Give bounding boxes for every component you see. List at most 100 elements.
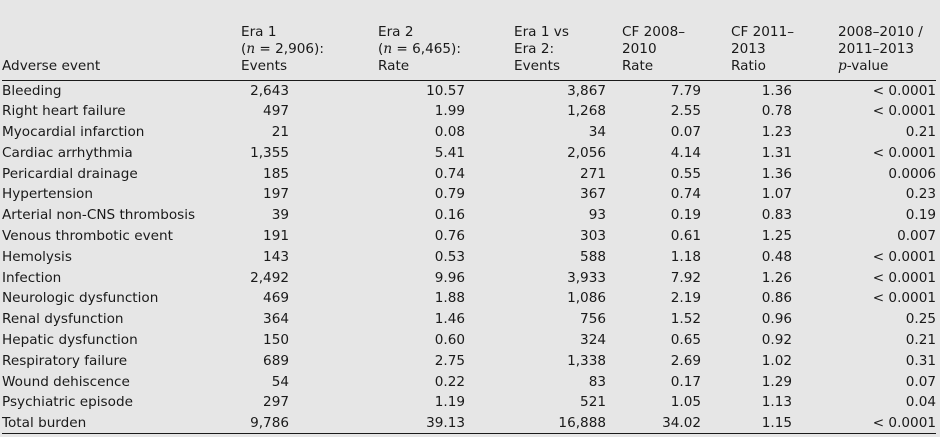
- table-row: Infection 2,492 9.96 3,933 7.92 1.26 < 0.0001: [2, 267, 936, 288]
- cell-p-value: 0.0006: [888, 165, 936, 182]
- cell-cf-2011-2013: 1.29: [761, 373, 792, 390]
- cell-cf-2011-2013: 1.36: [761, 82, 792, 99]
- cell-era1-events: 54: [271, 373, 289, 390]
- cell-era2-rate: 1.46: [434, 311, 465, 328]
- cell-era1-events: 497: [263, 103, 289, 120]
- header-row: Adverse event Era 1 (n = 2,906): Events …: [2, 11, 936, 81]
- cell-cf-2008-2010: 7.92: [670, 269, 701, 286]
- cell-era1-vs-era2: 324: [580, 331, 606, 348]
- cell-era1-vs-era2: 271: [580, 165, 606, 182]
- cell-cf-2008-2010: 0.17: [670, 373, 701, 390]
- cell-era2-rate: 0.16: [434, 207, 465, 224]
- table-row: Venous thrombotic event 191 0.76 303 0.61 1.2…: [2, 226, 936, 247]
- cell-cf-2008-2010: 0.07: [670, 123, 701, 140]
- cell-era1-vs-era2: 1,338: [567, 352, 606, 369]
- cell-cf-2011-2013: 1.02: [761, 352, 792, 369]
- cell-adverse-event: Hemolysis: [2, 248, 72, 265]
- cell-adverse-event: Right heart failure: [2, 103, 126, 120]
- cell-era1-events: 21: [271, 123, 289, 140]
- cell-adverse-event: Cardiac arrhythmia: [2, 144, 133, 161]
- cell-era1-vs-era2: 83: [588, 373, 606, 390]
- cell-era1-vs-era2: 93: [588, 207, 606, 224]
- cell-cf-2008-2010: 0.19: [670, 207, 701, 224]
- cell-cf-2008-2010: 4.14: [670, 144, 701, 161]
- cell-era1-events: 469: [263, 290, 289, 307]
- cell-era1-vs-era2: 16,888: [514, 412, 622, 435]
- table-row: Right heart failure 497 1.99 1,268 2.55 0.78 <…: [2, 101, 936, 122]
- cell-era1-events: 2,643: [250, 82, 289, 99]
- header-era1: Era 1 (n = 2,906): Events: [241, 11, 378, 81]
- cell-cf-2008-2010: 2.55: [670, 103, 701, 120]
- table-row: Myocardial infarction 21 0.08 34 0.07 1.23 0.2…: [2, 122, 936, 143]
- cell-p-value: 0.21: [905, 331, 936, 348]
- table-row: Hepatic dysfunction 150 0.60 324 0.65 0.92 0.2…: [2, 330, 936, 351]
- cell-era1-events: 9,786: [241, 412, 378, 435]
- table-row: Renal dysfunction 364 1.46 756 1.52 0.96 0.25: [2, 309, 936, 330]
- cell-era2-rate: 2.75: [434, 352, 465, 369]
- cell-era2-rate: 1.19: [434, 394, 465, 411]
- cell-adverse-event: Infection: [2, 269, 62, 286]
- cell-era2-rate: 39.13: [378, 412, 514, 435]
- cell-era1-events: 39: [271, 207, 289, 224]
- cell-adverse-event: Neurologic dysfunction: [2, 290, 159, 307]
- table-row: Pericardial drainage 185 0.74 271 0.55 1.36 0.…: [2, 163, 936, 184]
- cell-cf-2011-2013: 0.83: [761, 207, 792, 224]
- cell-cf-2008-2010: 1.05: [670, 394, 701, 411]
- cell-era2-rate: 5.41: [434, 144, 465, 161]
- cell-era2-rate: 0.53: [434, 248, 465, 265]
- cell-adverse-event: Wound dehiscence: [2, 373, 130, 390]
- cell-era1-vs-era2: 2,056: [567, 144, 606, 161]
- cell-cf-2011-2013: 1.31: [761, 144, 792, 161]
- cell-p-value: 0.25: [905, 311, 936, 328]
- cell-era2-rate: 10.57: [426, 82, 465, 99]
- cell-era2-rate: 0.60: [434, 331, 465, 348]
- cell-cf-2008-2010: 0.74: [670, 186, 701, 203]
- table-header: Adverse event Era 1 (n = 2,906): Events …: [2, 11, 936, 81]
- cell-cf-2011-2013: 1.15: [731, 412, 838, 435]
- cell-p-value: < 0.0001: [872, 103, 936, 120]
- header-adverse-event: Adverse event: [2, 11, 241, 81]
- cell-adverse-event: Venous thrombotic event: [2, 227, 173, 244]
- cell-era2-rate: 0.08: [434, 123, 465, 140]
- cell-adverse-event: Pericardial drainage: [2, 165, 138, 182]
- cell-era1-events: 150: [263, 331, 289, 348]
- cell-cf-2008-2010: 0.65: [670, 331, 701, 348]
- cell-adverse-event: Psychiatric episode: [2, 394, 133, 411]
- cell-cf-2011-2013: 1.23: [761, 123, 792, 140]
- cell-era1-vs-era2: 521: [580, 394, 606, 411]
- cell-p-value: 0.19: [905, 207, 936, 224]
- adverse-events-table: Adverse event Era 1 (n = 2,906): Events …: [2, 11, 936, 435]
- cell-p-value: 0.21: [905, 123, 936, 140]
- cell-era2-rate: 0.79: [434, 186, 465, 203]
- cell-p-value: 0.23: [905, 186, 936, 203]
- cell-era1-events: 1,355: [250, 144, 289, 161]
- cell-era2-rate: 0.22: [434, 373, 465, 390]
- cell-p-value: 0.31: [905, 352, 936, 369]
- cell-era1-vs-era2: 1,086: [567, 290, 606, 307]
- table-row: Total burden 9,786 39.13 16,888 34.02 1.15 < 0…: [2, 412, 936, 435]
- cell-cf-2011-2013: 0.96: [761, 311, 792, 328]
- cell-era2-rate: 1.88: [434, 290, 465, 307]
- cell-era1-vs-era2: 756: [580, 311, 606, 328]
- cell-cf-2011-2013: 0.78: [761, 103, 792, 120]
- cell-era2-rate: 0.76: [434, 227, 465, 244]
- table-body: Bleeding 2,643 10.57 3,867 7.79 1.36 < 0.0001 R…: [2, 80, 936, 435]
- cell-adverse-event: Myocardial infarction: [2, 123, 145, 140]
- cell-cf-2008-2010: 2.69: [670, 352, 701, 369]
- cell-cf-2008-2010: 7.79: [670, 82, 701, 99]
- table-row: Respiratory failure 689 2.75 1,338 2.69 1.02 0…: [2, 350, 936, 371]
- cell-era1-vs-era2: 367: [580, 186, 606, 203]
- cell-cf-2011-2013: 1.26: [761, 269, 792, 286]
- cell-cf-2011-2013: 0.48: [761, 248, 792, 265]
- cell-cf-2011-2013: 0.86: [761, 290, 792, 307]
- cell-cf-2008-2010: 0.55: [670, 165, 701, 182]
- cell-adverse-event: Arterial non-CNS thrombosis: [2, 207, 196, 224]
- cell-cf-2008-2010: 1.18: [670, 248, 701, 265]
- cell-p-value: < 0.0001: [872, 144, 936, 161]
- cell-era1-vs-era2: 3,933: [567, 269, 606, 286]
- cell-p-value: < 0.0001: [872, 248, 936, 265]
- table-row: Bleeding 2,643 10.57 3,867 7.79 1.36 < 0.0001: [2, 80, 936, 101]
- cell-cf-2011-2013: 1.25: [761, 227, 792, 244]
- cell-adverse-event: Hepatic dysfunction: [2, 331, 138, 348]
- cell-era1-vs-era2: 1,268: [567, 103, 606, 120]
